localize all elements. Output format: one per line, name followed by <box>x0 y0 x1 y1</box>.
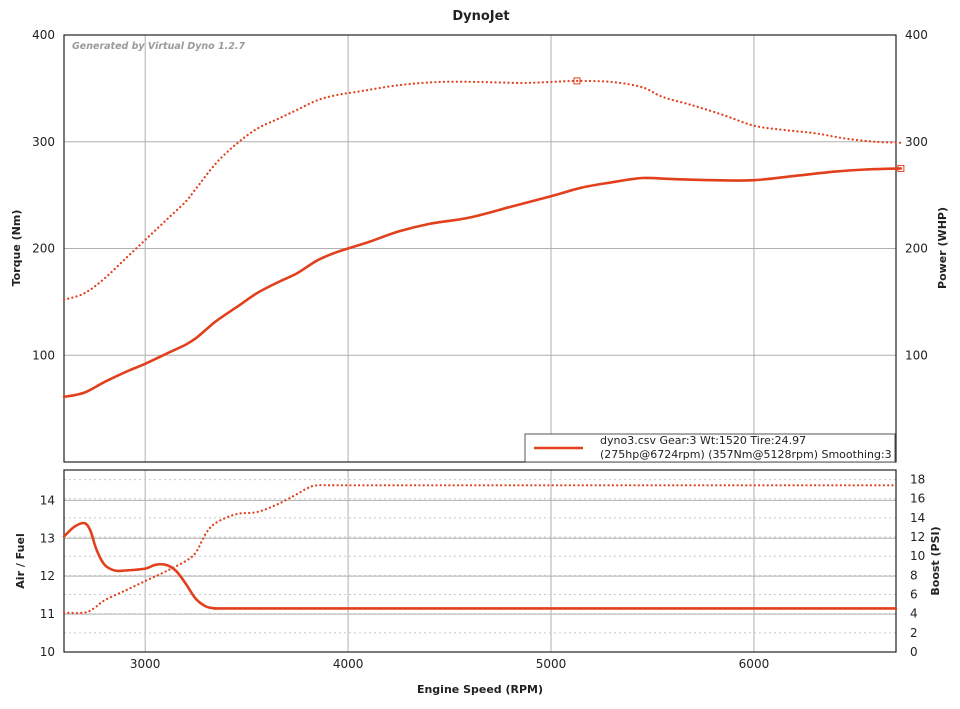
series-lines <box>62 77 905 615</box>
boost-tick-label: 10 <box>910 549 925 563</box>
air-fuel-axis-label: Air / Fuel <box>14 533 27 588</box>
torque-curve <box>62 79 902 301</box>
chart-title: DynoJet <box>452 9 509 24</box>
boost-tick-label: 18 <box>910 473 925 487</box>
torque-tick-label: 100 <box>32 348 55 362</box>
rpm-tick-label: 4000 <box>333 657 364 671</box>
bottom-plot-frame <box>63 469 897 653</box>
legend-box <box>524 433 896 463</box>
boost-tick-label: 12 <box>910 530 925 544</box>
power-tick-label: 100 <box>905 348 928 362</box>
air-fuel-tick-label: 13 <box>40 531 55 545</box>
legend-line-2: (275hp@6724rpm) (357Nm@5128rpm) Smoothin… <box>600 448 892 461</box>
torque-tick-label: 400 <box>32 28 55 42</box>
top-grid <box>64 34 896 462</box>
rpm-tick-label: 3000 <box>130 657 161 671</box>
power-tick-label: 200 <box>905 242 928 256</box>
boost-tick-label: 16 <box>910 492 925 506</box>
power-tick-label: 400 <box>905 28 928 42</box>
watermark-text: Generated by Virtual Dyno 1.2.7 <box>72 41 245 52</box>
rpm-tick-label: 6000 <box>739 657 770 671</box>
boost-tick-label: 4 <box>910 607 918 621</box>
air-fuel-tick-label: 12 <box>40 569 55 583</box>
boost-tick-label: 8 <box>910 568 918 582</box>
engine-speed-axis-label: Engine Speed (RPM) <box>417 683 543 696</box>
top-plot-frame <box>63 34 897 463</box>
power-curve <box>62 167 903 399</box>
air-fuel-tick-label: 14 <box>40 493 55 507</box>
air-fuel-tick-label: 10 <box>40 645 55 659</box>
legend-line-1: dyno3.csv Gear:3 Wt:1520 Tire:24.97 <box>600 434 806 447</box>
legend: dyno3.csv Gear:3 Wt:1520 Tire:24.97 (275… <box>524 433 896 463</box>
power-tick-label: 300 <box>905 135 928 149</box>
torque-tick-label: 200 <box>32 242 55 256</box>
torque-axis-label: Torque (Nm) <box>10 210 23 287</box>
torque-peak-marker <box>573 77 581 85</box>
air-fuel-tick-label: 11 <box>40 607 55 621</box>
air-fuel-curve <box>62 521 898 610</box>
boost-axis-label: Boost (PSI) <box>929 526 942 595</box>
boost-curve <box>62 483 898 615</box>
boost-tick-label: 0 <box>910 645 918 659</box>
boost-tick-label: 2 <box>910 626 918 640</box>
torque-tick-label: 300 <box>32 135 55 149</box>
power-peak-marker <box>897 164 905 172</box>
boost-tick-label: 14 <box>910 511 925 525</box>
rpm-tick-label: 5000 <box>536 657 567 671</box>
power-axis-label: Power (WHP) <box>936 207 949 289</box>
boost-tick-label: 6 <box>910 588 918 602</box>
bottom-grid <box>64 470 896 653</box>
